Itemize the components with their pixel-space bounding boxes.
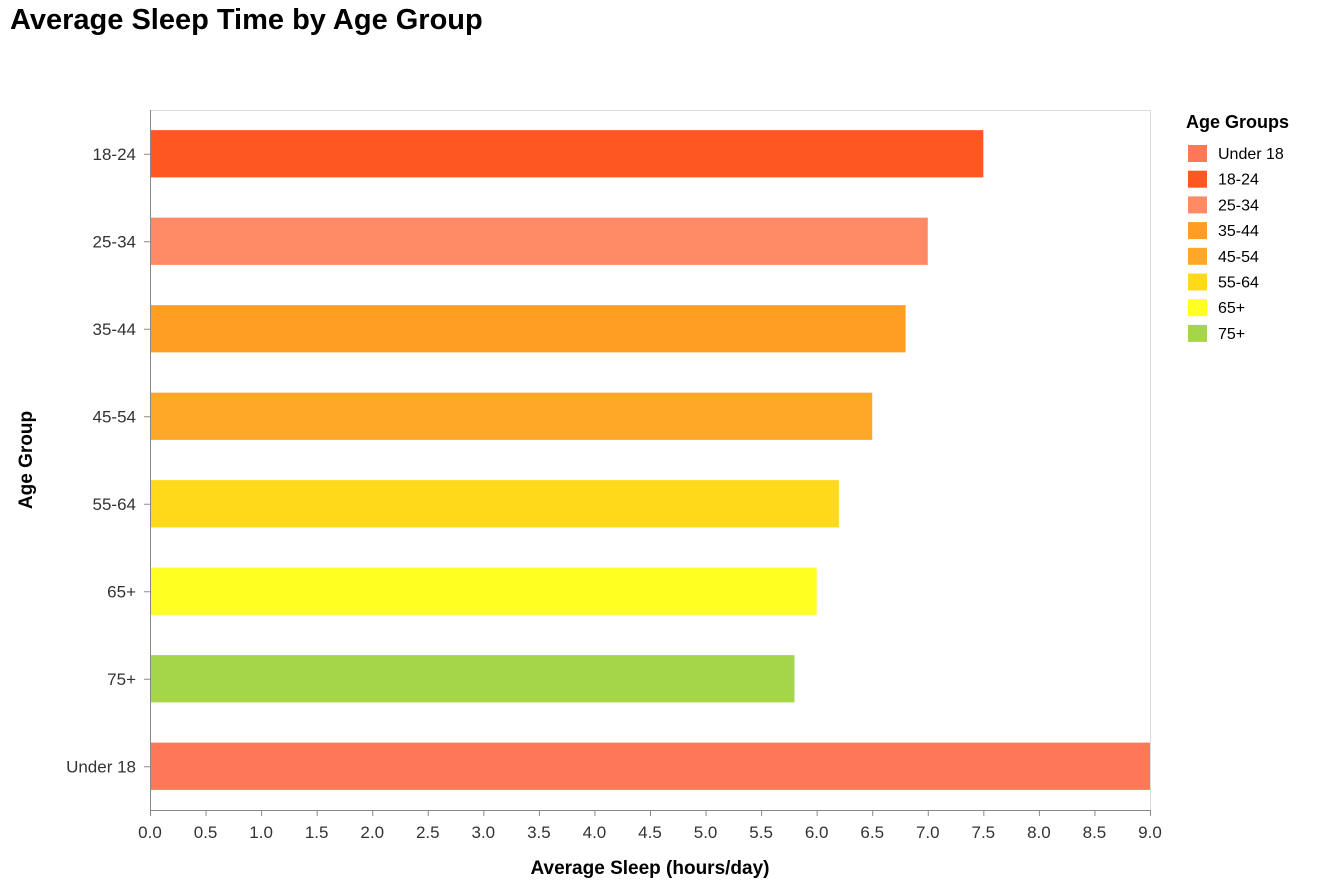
bars-group [150,130,1150,790]
x-tick-label: 1.0 [249,823,273,842]
bar-55-64 [150,480,839,528]
legend-label: 35-44 [1218,223,1259,240]
x-tick-label: 3.5 [527,823,551,842]
x-tick-label: 6.0 [805,823,829,842]
bar-35-44 [150,305,906,353]
bar-25-34 [150,217,928,265]
bar-65- [150,567,817,615]
legend-label: 65+ [1218,300,1245,317]
y-tick-label: 45-54 [93,407,136,426]
plot-frame [150,110,1151,811]
x-axis: 0.0 0.5 1.0 1.5 2.0 2.5 3.0 3.5 4.0 4.5 5.0 5.5 6.0 6… [138,810,1162,842]
bar-45-54 [150,392,873,440]
legend-label: Under 18 [1218,146,1284,163]
x-tick-label: 0.0 [138,823,162,842]
legend-swatch [1188,247,1207,265]
x-tick-label: 7.5 [972,823,996,842]
y-tick-label: 25-34 [93,232,136,251]
x-tick-label: 3.0 [472,823,496,842]
legend-label: 75+ [1218,326,1245,343]
y-tick-label: 18-24 [93,145,136,164]
x-tick-label: 9.0 [1138,823,1162,842]
legend-label: 55-64 [1218,275,1259,292]
x-tick-label: 8.0 [1027,823,1051,842]
legend-title: Age Groups [1186,112,1289,132]
y-tick-label: Under 18 [66,757,136,776]
bar-18-24 [150,130,984,178]
y-tick-label: 55-64 [93,495,136,514]
legend-label: 45-54 [1218,249,1259,266]
legend: Age Groups Under 18 18-24 25-34 35-44 45-54 5… [1186,112,1289,343]
legend-swatch [1188,273,1207,291]
x-tick-label: 6.5 [860,823,884,842]
legend-swatch [1188,145,1207,162]
chart-title: Average Sleep Time by Age Group [10,4,483,36]
x-tick-label: 0.5 [194,823,218,842]
x-tick-label: 2.5 [416,823,440,842]
y-tick-label: 35-44 [93,320,136,339]
legend-swatch [1188,222,1207,240]
x-tick-label: 4.0 [583,823,607,842]
x-tick-label: 7.0 [916,823,940,842]
x-tick-label: 1.5 [305,823,329,842]
y-axis-title: Age Group [16,411,37,509]
legend-label: 18-24 [1218,172,1259,189]
x-axis-title: Average Sleep (hours/day) [531,858,770,879]
bar-75- [150,655,795,703]
x-tick-label: 5.5 [749,823,773,842]
legend-swatch [1188,324,1207,342]
legend-label: 25-34 [1218,197,1259,214]
legend-swatch [1188,299,1207,317]
x-tick-label: 2.0 [360,823,384,842]
y-axis: 18-24 25-34 35-44 45-54 55-64 65+ 75+ Under 18 [66,145,150,776]
x-tick-label: 8.5 [1083,823,1107,842]
legend-swatch [1188,196,1207,214]
x-tick-label: 4.5 [638,823,662,842]
legend-swatch [1188,170,1207,188]
y-tick-label: 75+ [107,670,136,689]
y-tick-label: 65+ [107,582,136,601]
x-tick-label: 5.0 [694,823,718,842]
bar-under-18 [150,742,1150,790]
